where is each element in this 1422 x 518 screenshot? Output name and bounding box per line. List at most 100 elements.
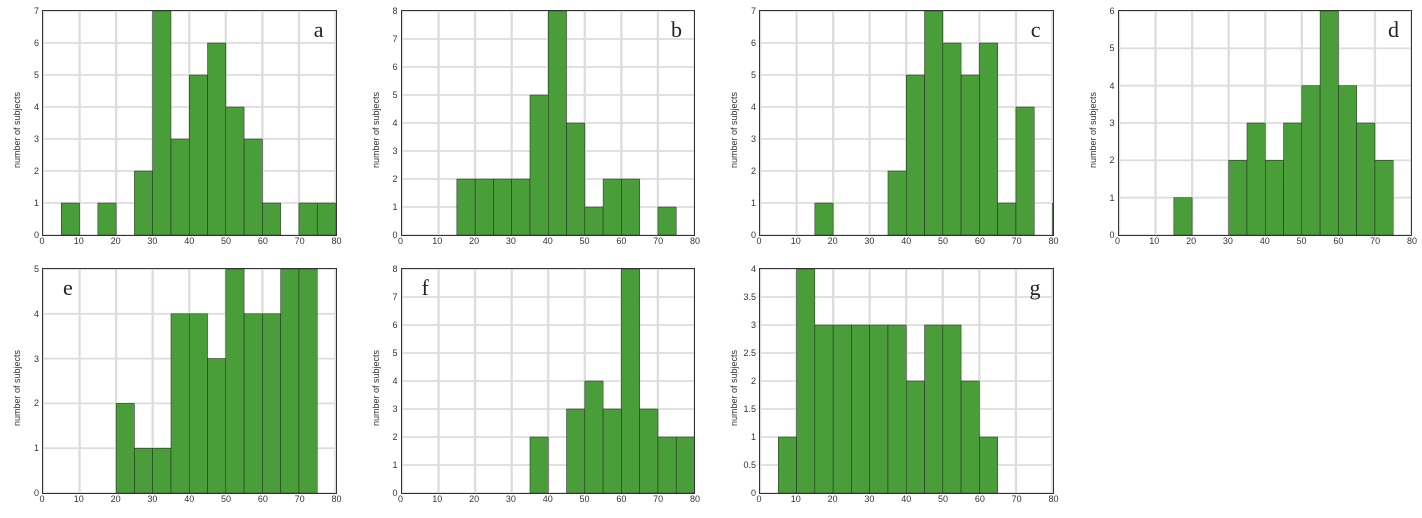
y-tick-label: 2: [34, 166, 39, 176]
histogram-bar: [797, 269, 815, 493]
x-tick-label: 20: [469, 494, 479, 504]
y-tick-label: 6: [751, 38, 756, 48]
y-tick-label: 0.5: [743, 460, 756, 470]
y-tick-label: 5: [34, 70, 39, 80]
x-tick-label: 10: [432, 494, 442, 504]
x-tick-label: 0: [398, 236, 403, 246]
x-tick-label: 80: [1048, 236, 1058, 246]
y-axis-label: number of subjects: [727, 10, 741, 250]
panel-b: number of subjects012345678b010203040506…: [369, 10, 696, 250]
x-axis-ticks: 01020304050607080: [42, 236, 337, 250]
y-tick-label: 3: [751, 320, 756, 330]
histogram-bar: [548, 11, 566, 235]
y-tick-label: 6: [34, 38, 39, 48]
y-tick-label: 3: [34, 134, 39, 144]
x-tick-label: 10: [432, 236, 442, 246]
y-tick-label: 5: [392, 348, 397, 358]
y-tick-label: 1: [34, 443, 39, 453]
x-tick-label: 40: [901, 236, 911, 246]
x-axis-ticks: 01020304050607080: [1118, 236, 1413, 250]
histogram-bar: [603, 179, 621, 235]
x-tick-label: 10: [791, 494, 801, 504]
histogram-bar: [1301, 86, 1319, 235]
panel-a: number of subjects01234567a0102030405060…: [10, 10, 337, 250]
y-tick-label: 3: [392, 404, 397, 414]
y-tick-label: 5: [34, 264, 39, 274]
histogram-bar: [189, 314, 207, 493]
y-tick-label: 5: [1109, 43, 1114, 53]
x-tick-label: 40: [184, 494, 194, 504]
histogram-bar: [1374, 160, 1392, 235]
histogram-bar: [116, 403, 134, 493]
histogram-bar: [1016, 107, 1034, 235]
x-tick-label: 20: [469, 236, 479, 246]
histogram-bar: [925, 325, 943, 493]
histogram-bar: [943, 43, 961, 235]
x-tick-label: 40: [543, 494, 553, 504]
plot-area: 0123456d: [1118, 10, 1413, 236]
histogram-bar: [584, 381, 602, 493]
y-tick-label: 1.5: [743, 404, 756, 414]
y-tick-label: 6: [1109, 6, 1114, 16]
x-tick-label: 60: [1333, 236, 1343, 246]
x-tick-label: 40: [901, 494, 911, 504]
histogram-bar: [61, 203, 79, 235]
histogram-bar: [979, 437, 997, 493]
plot-area: 00.511.522.533.54g: [759, 268, 1054, 494]
y-tick-label: 1: [751, 198, 756, 208]
histogram-bar: [621, 179, 639, 235]
y-axis-label: number of subjects: [1086, 10, 1100, 250]
histogram-bar: [851, 325, 869, 493]
y-tick-label: 2: [1109, 155, 1114, 165]
plot-area: 012345678b: [401, 10, 696, 236]
x-axis-ticks: 01020304050607080: [759, 236, 1054, 250]
x-tick-label: 0: [1115, 236, 1120, 246]
histogram-bar: [1173, 198, 1191, 235]
histogram-bar: [262, 203, 280, 235]
histogram-bar: [833, 325, 851, 493]
histogram-bar: [657, 207, 675, 235]
y-tick-label: 7: [34, 6, 39, 16]
histogram-bar: [870, 325, 888, 493]
x-tick-label: 60: [258, 236, 268, 246]
y-tick-label: 0: [751, 488, 756, 498]
x-tick-label: 70: [653, 494, 663, 504]
y-axis-label: number of subjects: [369, 10, 383, 250]
y-tick-label: 3: [1109, 118, 1114, 128]
histogram-bar: [815, 325, 833, 493]
histogram-bar: [134, 448, 152, 493]
x-tick-label: 50: [938, 236, 948, 246]
y-axis-label: number of subjects: [369, 268, 383, 508]
y-tick-label: 2.5: [743, 348, 756, 358]
histogram-bar: [1228, 160, 1246, 235]
y-tick-label: 4: [392, 118, 397, 128]
y-tick-label: 4: [1109, 81, 1114, 91]
y-tick-label: 7: [392, 292, 397, 302]
histogram-bar: [511, 179, 529, 235]
panel-d: number of subjects0123456d01020304050607…: [1086, 10, 1413, 250]
plot-area: 01234567c: [759, 10, 1054, 236]
histogram-bar: [566, 123, 584, 235]
x-tick-label: 50: [221, 494, 231, 504]
histogram-bar: [1320, 11, 1338, 235]
x-tick-label: 60: [616, 236, 626, 246]
plot-area: 012345e: [42, 268, 337, 494]
x-tick-label: 30: [147, 494, 157, 504]
y-tick-label: 4: [34, 309, 39, 319]
x-tick-label: 70: [1370, 236, 1380, 246]
histogram-bar: [1283, 123, 1301, 235]
y-tick-label: 0: [751, 230, 756, 240]
x-tick-label: 30: [506, 236, 516, 246]
histogram-bar: [566, 409, 584, 493]
y-tick-label: 0: [392, 488, 397, 498]
x-tick-label: 0: [398, 494, 403, 504]
histogram-bar: [815, 203, 833, 235]
x-tick-label: 10: [74, 236, 84, 246]
y-tick-label: 0: [1109, 230, 1114, 240]
x-tick-label: 60: [975, 494, 985, 504]
y-tick-label: 6: [392, 62, 397, 72]
x-tick-label: 80: [1048, 494, 1058, 504]
x-tick-label: 30: [506, 494, 516, 504]
histogram-bar: [1246, 123, 1264, 235]
x-tick-label: 50: [221, 236, 231, 246]
